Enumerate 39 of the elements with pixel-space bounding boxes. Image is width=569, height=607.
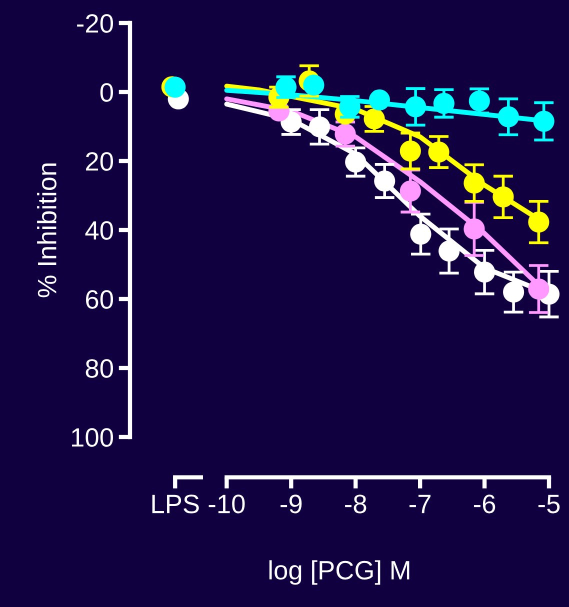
point [400,140,421,162]
point [400,180,421,202]
point [438,240,460,262]
point [464,218,485,240]
point [303,74,324,96]
x-tick-label: -9 [280,494,302,514]
x-tick-label: -10 [208,494,245,514]
point [345,152,366,173]
y-tick-label: 80 [86,359,113,378]
y-tick-label: 60 [86,290,113,309]
point [405,96,426,118]
point [528,212,550,233]
point [364,108,385,130]
point [374,170,396,192]
point [474,262,496,283]
x-tick-label: -7 [410,494,430,514]
point [433,92,454,114]
point [492,186,514,208]
y-tick-label: 20 [86,152,113,171]
x-axis-title: log [PCG] M [269,560,410,585]
y-tick-label: 40 [85,221,113,240]
point [368,89,390,110]
point [503,282,524,303]
y-tick-label: 0 [100,83,113,102]
point [528,278,550,300]
point [464,172,485,194]
x-tick-label: LPS [152,494,199,514]
y-tick-label: -20 [77,14,113,33]
point [410,224,432,245]
y-axis-title: % Inhibition [37,163,56,298]
point [308,116,330,138]
point [533,110,554,132]
y-tick-label: 100 [72,428,113,447]
point [164,76,186,98]
point [498,106,519,128]
x-tick-label: -8 [345,494,366,514]
point [428,142,450,163]
x-tick-label: -6 [474,494,496,514]
x-tick-label: -5 [538,494,560,514]
